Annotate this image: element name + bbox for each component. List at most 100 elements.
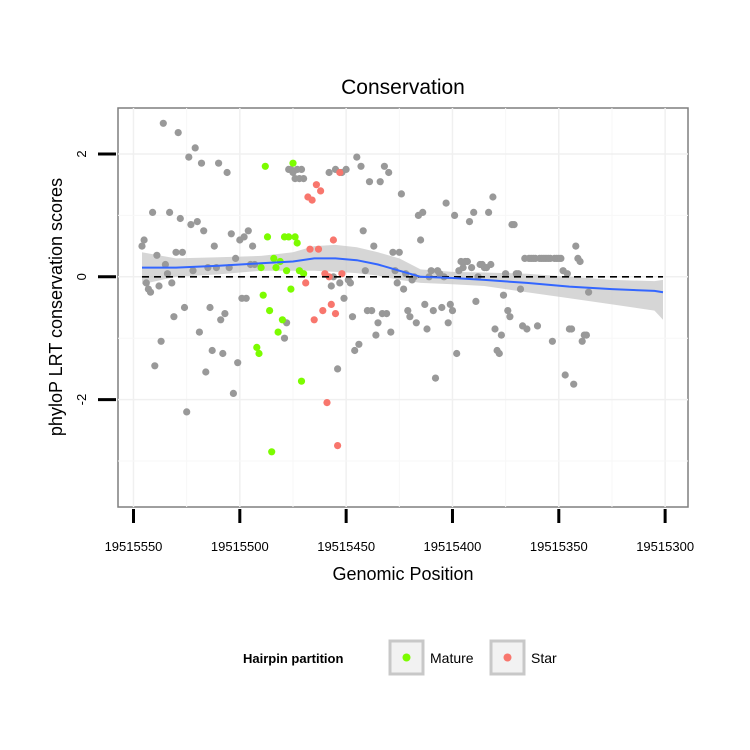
data-point-other xyxy=(280,334,289,342)
data-point-other xyxy=(202,368,210,376)
data-point-other xyxy=(376,178,384,186)
data-point-other xyxy=(151,362,159,370)
data-point-other xyxy=(176,214,184,223)
data-point-other xyxy=(368,307,376,315)
data-point-mature xyxy=(287,285,295,293)
legend-swatch-star xyxy=(503,653,512,662)
data-point-other xyxy=(446,300,454,308)
x-tick-label: 19515350 xyxy=(530,539,588,554)
data-point-other xyxy=(472,297,480,305)
data-point-other xyxy=(297,165,306,173)
data-point-other xyxy=(138,242,146,250)
data-point-star xyxy=(308,196,316,204)
data-point-other xyxy=(163,270,172,278)
data-point-other xyxy=(389,248,397,256)
data-point-other xyxy=(185,153,193,161)
data-point-mature xyxy=(272,264,280,272)
data-point-other xyxy=(585,288,593,296)
data-point-star xyxy=(329,236,337,244)
data-point-other xyxy=(417,236,425,244)
data-point-other xyxy=(370,242,378,250)
data-point-other xyxy=(419,208,427,216)
data-point-other xyxy=(385,168,393,177)
data-point-other xyxy=(353,153,361,161)
data-point-other xyxy=(187,221,195,229)
smooth-trend-line xyxy=(142,257,664,294)
data-point-other xyxy=(170,313,178,321)
data-point-other xyxy=(197,159,206,167)
data-point-other xyxy=(346,279,354,287)
y-tick-label: -2 xyxy=(74,394,89,406)
data-point-mature xyxy=(270,254,278,262)
data-point-other xyxy=(510,221,518,229)
x-tick-label: 19515300 xyxy=(636,539,694,554)
data-point-other xyxy=(429,307,437,315)
legend-swatch-mature xyxy=(402,653,411,662)
data-point-other xyxy=(340,294,348,302)
data-point-other xyxy=(166,208,174,216)
data-point-other xyxy=(568,325,576,333)
data-point-other xyxy=(215,159,223,167)
data-point-other xyxy=(351,346,359,355)
data-point-other xyxy=(193,218,201,226)
data-point-other xyxy=(157,337,165,345)
data-point-mature xyxy=(261,162,269,170)
data-point-other xyxy=(142,279,150,287)
data-point-other xyxy=(412,319,420,327)
data-point-other xyxy=(361,267,369,275)
data-point-other xyxy=(155,282,163,290)
y-axis: -2 0 2 xyxy=(74,150,116,405)
data-point-other xyxy=(146,288,155,296)
data-point-other xyxy=(438,303,446,312)
x-axis: 19515550 19515500 19515450 19515400 19515350… xyxy=(105,509,694,554)
chart-title: Conservation xyxy=(341,76,465,99)
data-point-other xyxy=(359,227,367,235)
data-point-other xyxy=(383,310,391,318)
data-point-other xyxy=(153,251,161,259)
data-point-other xyxy=(234,359,242,367)
data-point-mature xyxy=(291,233,299,241)
data-point-star xyxy=(319,307,327,315)
data-point-star xyxy=(302,279,310,287)
data-point-other xyxy=(423,325,431,333)
data-point-other xyxy=(504,307,512,315)
data-point-other xyxy=(548,337,557,345)
data-point-mature xyxy=(259,291,267,299)
data-point-other xyxy=(442,199,450,207)
legend-title: Hairpin partition xyxy=(243,651,343,666)
data-point-other xyxy=(355,340,363,348)
data-point-other xyxy=(336,279,344,287)
data-point-other xyxy=(227,230,235,238)
data-point-star xyxy=(306,245,314,253)
data-point-other xyxy=(342,165,350,173)
data-point-other xyxy=(178,248,186,256)
x-tick-label: 19515400 xyxy=(424,539,482,554)
data-point-other xyxy=(168,279,176,287)
data-point-other xyxy=(487,260,495,269)
data-point-other xyxy=(365,178,374,186)
data-point-mature xyxy=(278,316,286,324)
data-point-other xyxy=(427,267,435,275)
data-point-other xyxy=(206,303,214,312)
data-point-other xyxy=(485,208,493,216)
legend-label-mature: Mature xyxy=(430,650,474,666)
data-point-other xyxy=(576,257,584,266)
data-point-other xyxy=(208,346,216,355)
data-point-other xyxy=(387,328,395,336)
data-point-other xyxy=(229,389,237,397)
data-point-other xyxy=(506,313,514,321)
y-tick-label: 0 xyxy=(74,273,89,280)
data-point-other xyxy=(557,254,565,262)
data-point-other xyxy=(189,267,197,275)
data-point-other xyxy=(327,282,335,290)
data-point-other xyxy=(578,337,586,345)
data-point-other xyxy=(499,291,508,299)
data-point-star xyxy=(334,442,342,450)
data-point-mature xyxy=(253,343,261,351)
data-point-mature xyxy=(297,377,306,385)
data-point-other xyxy=(380,162,388,170)
data-point-other xyxy=(244,227,252,235)
x-axis-title: Genomic Position xyxy=(332,564,473,584)
data-point-other xyxy=(334,365,342,373)
